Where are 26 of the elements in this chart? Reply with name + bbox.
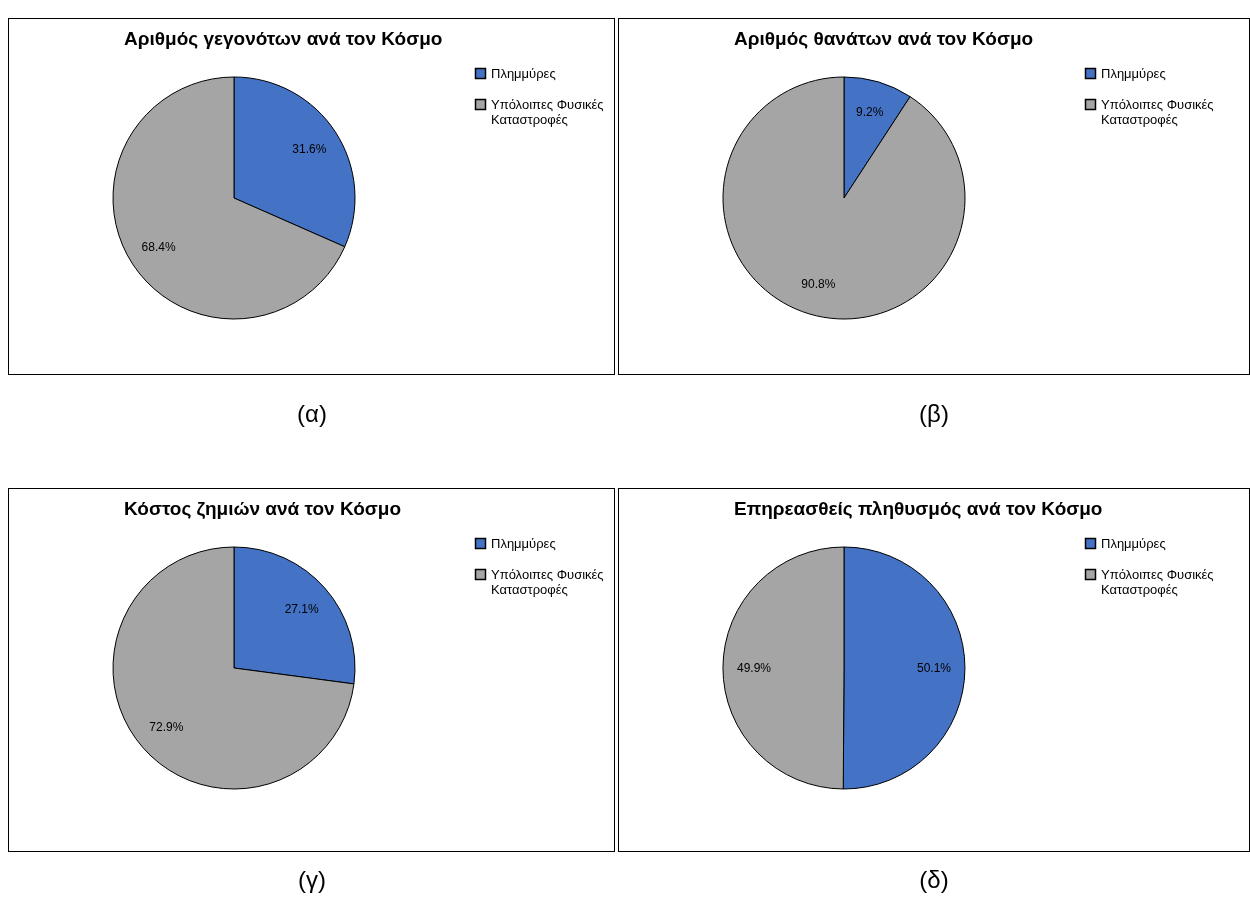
- text: (δ): [918, 866, 950, 894]
- data-label: 49.9%: [736, 660, 772, 675]
- legend-label: Πλημμύρες: [1101, 65, 1166, 81]
- legend-label: Υπόλοιπες Φυσικές Καταστροφές: [491, 566, 604, 597]
- data-label: 9.2%: [855, 104, 884, 119]
- data-label: 90.8%: [801, 277, 836, 292]
- pie-slice: [722, 76, 966, 320]
- chart-title: Επηρεασθείς πληθυσμός ανά τον Κόσμο: [734, 498, 1103, 519]
- pie-slice: [112, 546, 355, 790]
- text: (α): [296, 400, 328, 428]
- legend-label: Πλημμύρες: [491, 535, 556, 551]
- legend-label: Υπόλοιπες Φυσικές Καταστροφές: [1101, 96, 1214, 127]
- chart-title: Κόστος ζημιών ανά τον Κόσμο: [124, 498, 402, 520]
- legend-label: Πλημμύρες: [491, 65, 556, 81]
- chart-title: Αριθμός θανάτων ανά τον Κόσμο: [734, 28, 1034, 49]
- text: (β): [918, 400, 950, 428]
- data-label: 27.1%: [284, 601, 320, 616]
- data-label: 31.6%: [292, 141, 327, 156]
- text: (γ): [297, 866, 327, 894]
- legend-label: Υπόλοιπες Φυσικές Καταστροφές: [491, 96, 604, 127]
- legend-label: Υπόλοιπες Φυσικές Καταστροφές: [1101, 566, 1214, 597]
- chart-title: Αριθμός γεγονότων ανά τον Κόσμο: [124, 28, 443, 49]
- legend-label: Πλημμύρες: [1101, 535, 1166, 551]
- data-label: 50.1%: [916, 661, 952, 676]
- data-label: 68.4%: [141, 240, 176, 255]
- data-label: 72.9%: [149, 720, 184, 735]
